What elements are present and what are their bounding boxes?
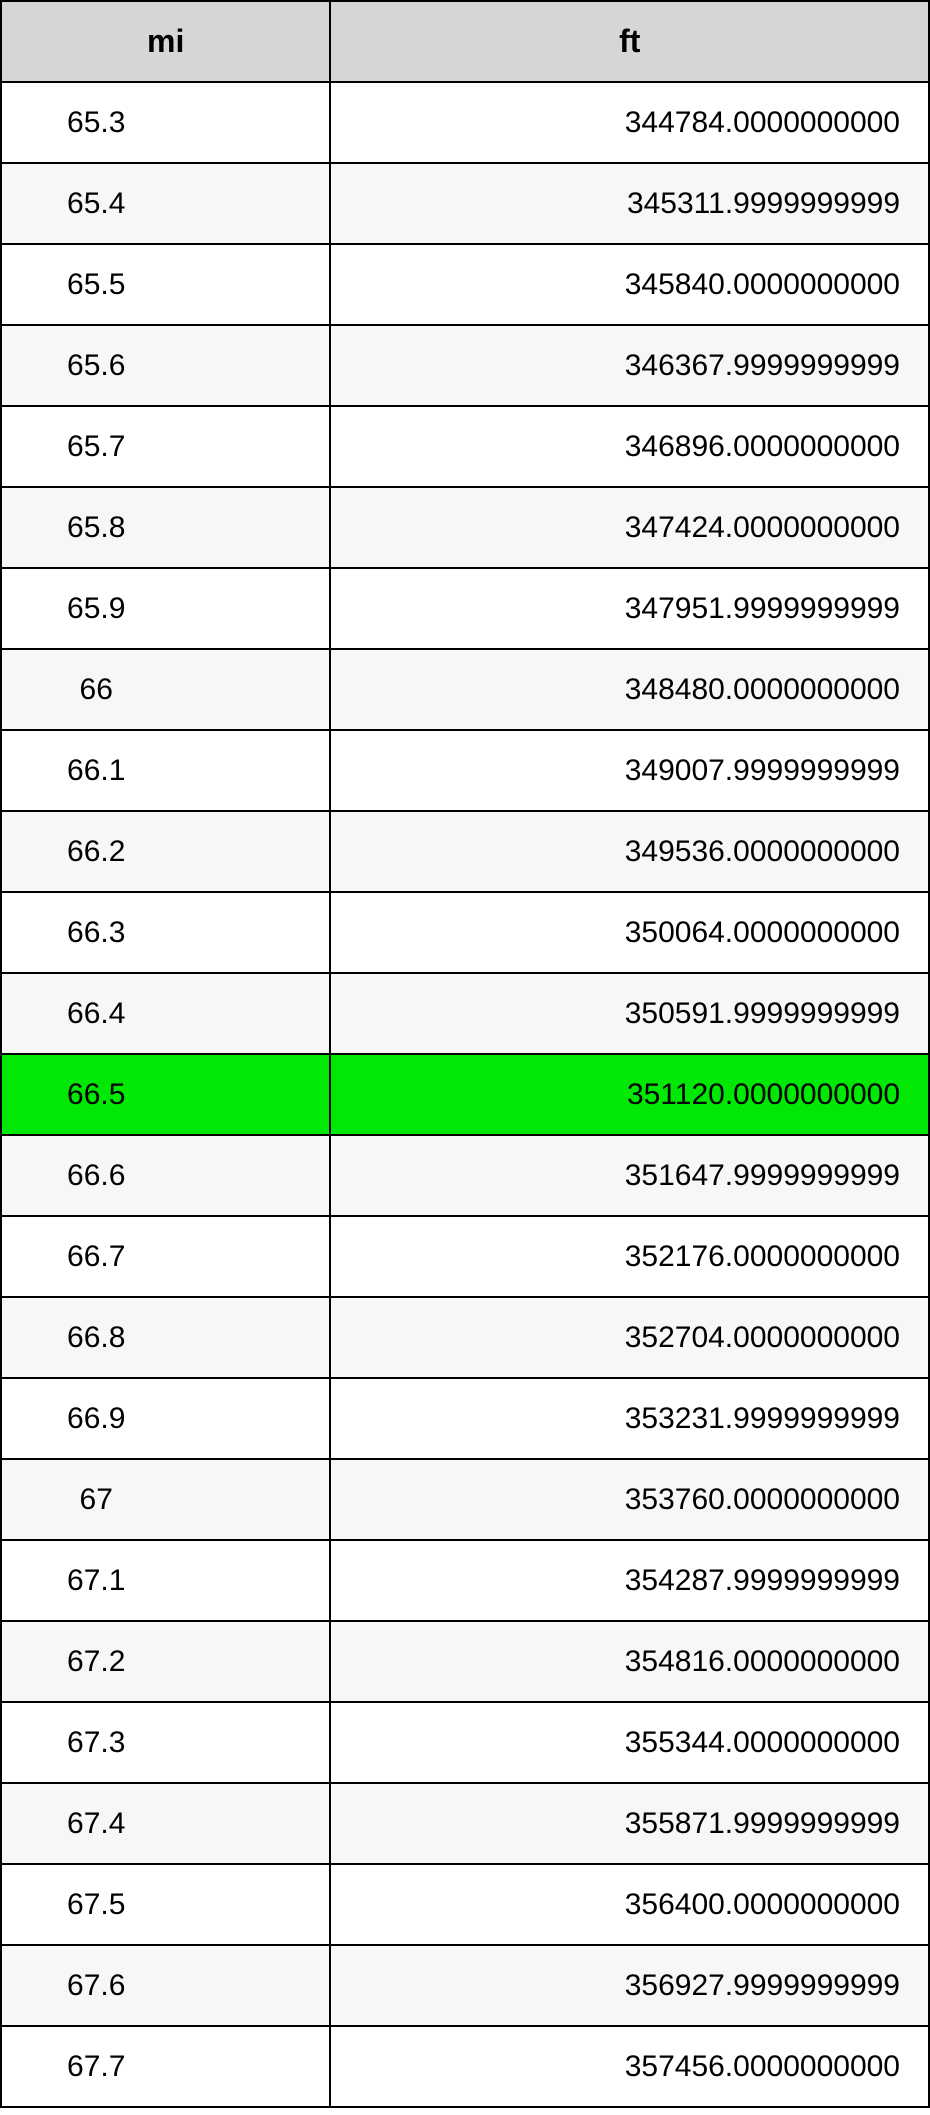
cell-ft: 356400.0000000000 [330, 1864, 929, 1945]
cell-ft: 346896.0000000000 [330, 406, 929, 487]
table-row: 66.1349007.9999999999 [1, 730, 929, 811]
table-row: 66.7352176.0000000000 [1, 1216, 929, 1297]
cell-mi: 67.5 [1, 1864, 330, 1945]
cell-mi: 67.6 [1, 1945, 330, 2026]
table-row: 65.8347424.0000000000 [1, 487, 929, 568]
cell-mi: 65.7 [1, 406, 330, 487]
cell-mi: 65.5 [1, 244, 330, 325]
cell-ft: 349536.0000000000 [330, 811, 929, 892]
cell-mi: 66.3 [1, 892, 330, 973]
table-row: 66.2349536.0000000000 [1, 811, 929, 892]
table-row: 66348480.0000000000 [1, 649, 929, 730]
cell-mi: 66.5 [1, 1054, 330, 1135]
cell-mi: 67.2 [1, 1621, 330, 1702]
cell-ft: 356927.9999999999 [330, 1945, 929, 2026]
table-row: 66.8352704.0000000000 [1, 1297, 929, 1378]
cell-mi: 65.9 [1, 568, 330, 649]
cell-ft: 357456.0000000000 [330, 2026, 929, 2107]
cell-ft: 347951.9999999999 [330, 568, 929, 649]
cell-mi: 65.6 [1, 325, 330, 406]
conversion-table-container: mi ft 65.3344784.000000000065.4345311.99… [0, 0, 930, 2108]
cell-mi: 67.7 [1, 2026, 330, 2107]
table-row: 65.3344784.0000000000 [1, 82, 929, 163]
cell-ft: 345311.9999999999 [330, 163, 929, 244]
cell-ft: 354287.9999999999 [330, 1540, 929, 1621]
cell-mi: 65.3 [1, 82, 330, 163]
cell-ft: 353760.0000000000 [330, 1459, 929, 1540]
conversion-table: mi ft 65.3344784.000000000065.4345311.99… [0, 0, 930, 2108]
table-row: 66.4350591.9999999999 [1, 973, 929, 1054]
table-header-row: mi ft [1, 1, 929, 82]
cell-mi: 67.4 [1, 1783, 330, 1864]
table-row: 67.6356927.9999999999 [1, 1945, 929, 2026]
table-row: 67.2354816.0000000000 [1, 1621, 929, 1702]
table-row: 66.9353231.9999999999 [1, 1378, 929, 1459]
cell-ft: 347424.0000000000 [330, 487, 929, 568]
table-row: 66.5351120.0000000000 [1, 1054, 929, 1135]
cell-ft: 354816.0000000000 [330, 1621, 929, 1702]
table-row: 65.4345311.9999999999 [1, 163, 929, 244]
table-row: 65.9347951.9999999999 [1, 568, 929, 649]
cell-mi: 65.4 [1, 163, 330, 244]
cell-mi: 66.6 [1, 1135, 330, 1216]
cell-ft: 349007.9999999999 [330, 730, 929, 811]
cell-mi: 67.1 [1, 1540, 330, 1621]
cell-mi: 65.8 [1, 487, 330, 568]
cell-ft: 352176.0000000000 [330, 1216, 929, 1297]
table-row: 65.7346896.0000000000 [1, 406, 929, 487]
cell-ft: 346367.9999999999 [330, 325, 929, 406]
column-header-ft: ft [330, 1, 929, 82]
cell-mi: 66 [1, 649, 330, 730]
table-row: 65.6346367.9999999999 [1, 325, 929, 406]
cell-ft: 348480.0000000000 [330, 649, 929, 730]
table-row: 67.3355344.0000000000 [1, 1702, 929, 1783]
cell-mi: 66.2 [1, 811, 330, 892]
cell-mi: 67.3 [1, 1702, 330, 1783]
cell-ft: 350591.9999999999 [330, 973, 929, 1054]
cell-mi: 67 [1, 1459, 330, 1540]
table-row: 66.6351647.9999999999 [1, 1135, 929, 1216]
table-row: 66.3350064.0000000000 [1, 892, 929, 973]
cell-mi: 66.1 [1, 730, 330, 811]
cell-ft: 350064.0000000000 [330, 892, 929, 973]
cell-ft: 351120.0000000000 [330, 1054, 929, 1135]
table-row: 67.5356400.0000000000 [1, 1864, 929, 1945]
table-row: 67.4355871.9999999999 [1, 1783, 929, 1864]
cell-mi: 66.8 [1, 1297, 330, 1378]
table-header: mi ft [1, 1, 929, 82]
table-row: 67.7357456.0000000000 [1, 2026, 929, 2107]
table-row: 65.5345840.0000000000 [1, 244, 929, 325]
table-body: 65.3344784.000000000065.4345311.99999999… [1, 82, 929, 2107]
cell-mi: 66.7 [1, 1216, 330, 1297]
column-header-mi: mi [1, 1, 330, 82]
cell-ft: 352704.0000000000 [330, 1297, 929, 1378]
cell-ft: 355344.0000000000 [330, 1702, 929, 1783]
table-row: 67353760.0000000000 [1, 1459, 929, 1540]
cell-ft: 345840.0000000000 [330, 244, 929, 325]
table-row: 67.1354287.9999999999 [1, 1540, 929, 1621]
cell-ft: 351647.9999999999 [330, 1135, 929, 1216]
cell-ft: 355871.9999999999 [330, 1783, 929, 1864]
cell-mi: 66.4 [1, 973, 330, 1054]
cell-mi: 66.9 [1, 1378, 330, 1459]
cell-ft: 344784.0000000000 [330, 82, 929, 163]
cell-ft: 353231.9999999999 [330, 1378, 929, 1459]
